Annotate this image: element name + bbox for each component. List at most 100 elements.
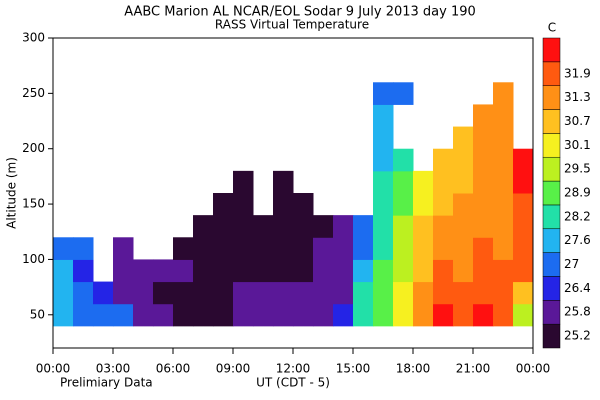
cell	[333, 259, 354, 283]
cell	[313, 215, 334, 238]
cell	[213, 281, 234, 305]
cell	[393, 82, 414, 105]
cell	[93, 303, 114, 327]
cell	[473, 237, 494, 260]
colorbar-tick-label: 31.3	[564, 90, 591, 104]
cell	[413, 259, 434, 283]
colorbar-tick-label: 27	[564, 257, 579, 271]
cell	[433, 259, 454, 283]
cell	[373, 303, 394, 327]
cell	[453, 303, 474, 327]
cell	[113, 259, 134, 283]
cell	[113, 303, 134, 327]
cell	[353, 237, 374, 260]
cell	[253, 215, 274, 238]
cell	[333, 215, 354, 238]
cell	[293, 193, 314, 216]
colorbar-tick-label: 30.1	[564, 138, 591, 152]
cell	[53, 259, 74, 283]
cell	[413, 281, 434, 305]
cell	[413, 170, 434, 194]
cell	[393, 237, 414, 260]
y-tick-label: 100	[22, 252, 45, 266]
cell	[273, 215, 294, 238]
cell	[173, 303, 194, 327]
cell	[513, 215, 534, 238]
cell	[233, 193, 254, 216]
cell	[333, 237, 354, 260]
cell	[493, 259, 514, 283]
cell	[373, 215, 394, 238]
cell	[473, 126, 494, 150]
colorbar-box	[542, 85, 561, 110]
cell	[313, 259, 334, 283]
cell	[513, 259, 534, 283]
cell	[273, 193, 294, 216]
cell	[133, 303, 154, 327]
cell	[213, 259, 234, 283]
colorbar-tick-label: 30.7	[564, 114, 591, 128]
cell	[213, 215, 234, 238]
x-tick-label: 21:00	[456, 362, 491, 376]
y-tick-label: 300	[22, 31, 45, 45]
cell	[293, 215, 314, 238]
cell	[513, 170, 534, 194]
colorbar-tick-label: 28.2	[564, 209, 591, 223]
cell	[513, 303, 534, 327]
cell	[393, 148, 414, 172]
cell	[493, 215, 514, 238]
colorbar-tick-label: 29.5	[564, 162, 591, 176]
cell	[213, 303, 234, 327]
y-tick-label: 250	[22, 86, 45, 100]
cell	[493, 104, 514, 128]
cell	[73, 237, 94, 260]
cell	[273, 170, 294, 194]
cell	[293, 303, 314, 327]
cell	[433, 215, 454, 238]
colorbar-tick-label: 26.4	[564, 281, 591, 295]
cell	[433, 237, 454, 260]
colorbar-box	[542, 180, 561, 206]
cell	[93, 281, 114, 305]
cell	[413, 303, 434, 327]
cell	[233, 281, 254, 305]
cell	[373, 148, 394, 172]
cell	[73, 259, 94, 283]
colorbar-tick-label: 25.2	[564, 329, 591, 343]
cell	[193, 281, 214, 305]
colorbar-label: C	[548, 21, 556, 35]
y-tick-label: 50	[30, 307, 45, 321]
cell	[453, 215, 474, 238]
cell	[393, 170, 414, 194]
cell	[513, 193, 534, 216]
cell	[53, 281, 74, 305]
x-tick-label: 18:00	[396, 362, 431, 376]
cell	[73, 281, 94, 305]
cell	[373, 259, 394, 283]
cell	[453, 126, 474, 150]
cell	[373, 104, 394, 128]
cell	[313, 281, 334, 305]
colorbar-tick-label: 25.8	[564, 305, 591, 319]
cell	[153, 259, 174, 283]
cell	[173, 237, 194, 260]
cell	[473, 281, 494, 305]
colorbar-tick-label: 31.9	[564, 66, 591, 80]
cell	[513, 237, 534, 260]
cell	[493, 148, 514, 172]
cell	[393, 193, 414, 216]
cell	[373, 126, 394, 150]
cell	[293, 281, 314, 305]
cell	[513, 148, 534, 172]
cell	[73, 303, 94, 327]
cell	[493, 170, 514, 194]
colorbar-box	[542, 323, 561, 349]
colorbar-box	[542, 109, 561, 134]
x-axis-label: UT (CDT - 5)	[256, 376, 330, 390]
colorbar-box	[542, 156, 561, 182]
cell	[273, 303, 294, 327]
cell	[333, 303, 354, 327]
cell	[453, 148, 474, 172]
x-tick-label: 00:00	[36, 362, 71, 376]
